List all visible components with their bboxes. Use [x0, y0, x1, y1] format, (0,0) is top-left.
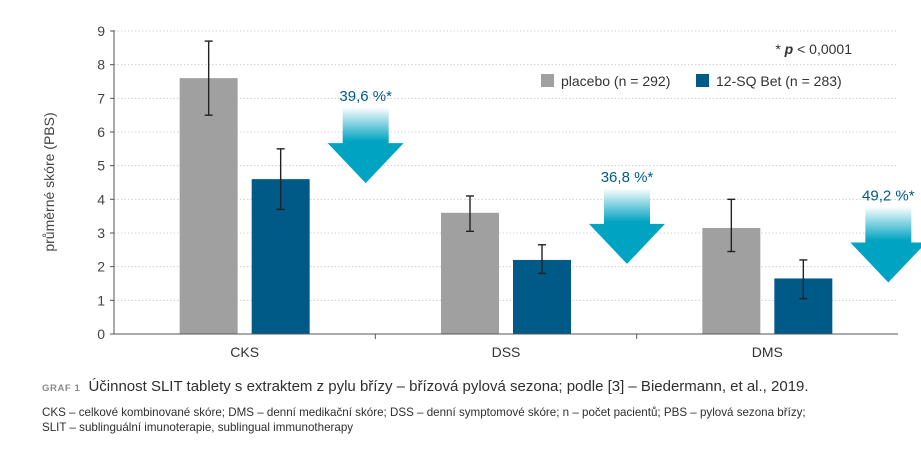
notes-line-1: CKS – celkové kombinované skóre; DMS – d… [42, 406, 806, 419]
legend-swatch-12sq-bet [696, 74, 709, 87]
figure-tag: GRAF 1 [42, 383, 81, 394]
y-tick-label: 9 [97, 23, 105, 39]
y-tick-label: 5 [97, 158, 105, 174]
reduction-label: 49,2 %* [862, 187, 915, 204]
abbreviation-notes: CKS – celkové kombinované skóre; DMS – d… [42, 405, 902, 435]
figure-caption: GRAF 1 Účinnost SLIT tablety s extraktem … [42, 378, 902, 395]
legend-label-12sq-bet: 12-SQ Bet (n = 283) [716, 73, 842, 89]
x-tick-label: DSS [492, 344, 521, 360]
legend: placebo (n = 292) 12-SQ Bet (n = 283) [541, 73, 842, 89]
bar [179, 78, 238, 334]
x-tick-label: DMS [752, 344, 783, 360]
bar [441, 212, 499, 334]
y-tick-label: 1 [97, 292, 105, 308]
y-tick-label: 3 [97, 225, 105, 241]
y-tick-label: 4 [97, 191, 105, 207]
reduction-arrow [327, 107, 404, 184]
x-tick-label: CKS [230, 344, 259, 360]
legend-swatch-placebo [541, 74, 554, 87]
reduction-arrow [850, 206, 921, 283]
y-tick-label: 0 [97, 326, 105, 342]
bar-chart: 39,6 %* 36,8 %* 49,2 %* 0 1 2 3 4 5 6 7 8 9 CKS DSS DM… [41, 23, 921, 360]
significance-note: * p < 0,0001 [775, 41, 852, 57]
caption-text: Účinnost SLIT tablety s extraktem z pylu… [88, 378, 809, 395]
y-tick-label: 6 [97, 124, 105, 140]
reduction-label: 36,8 %* [601, 169, 654, 186]
reduction-arrow [589, 187, 665, 264]
legend-label-placebo: placebo (n = 292) [561, 73, 670, 89]
y-tick-label: 8 [97, 57, 105, 73]
y-tick-label: 7 [97, 90, 105, 106]
notes-line-2: SLIT – sublinguální imunoterapie, sublin… [42, 421, 354, 434]
y-axis-label: průměrné skóre (PBS) [41, 112, 57, 251]
reduction-label: 39,6 %* [339, 88, 392, 105]
y-tick-label: 2 [97, 259, 105, 275]
